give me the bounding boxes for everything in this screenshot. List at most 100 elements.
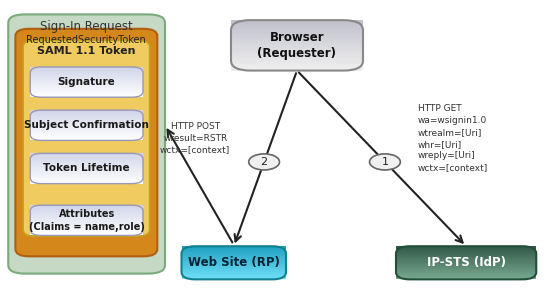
- Bar: [30, 117, 143, 118]
- Bar: [30, 110, 143, 111]
- Bar: [30, 180, 143, 182]
- Text: RequestedSecurityToken: RequestedSecurityToken: [26, 35, 146, 45]
- Bar: [30, 176, 143, 177]
- Bar: [231, 68, 363, 69]
- Bar: [231, 20, 363, 21]
- Bar: [30, 171, 143, 173]
- Bar: [30, 87, 143, 88]
- Bar: [182, 253, 286, 254]
- Bar: [30, 155, 143, 156]
- Bar: [30, 205, 143, 206]
- Text: IP-STS (IdP): IP-STS (IdP): [427, 256, 505, 269]
- Bar: [231, 65, 363, 67]
- Text: Signature: Signature: [58, 77, 116, 87]
- Bar: [30, 161, 143, 162]
- Bar: [30, 177, 143, 179]
- Bar: [396, 268, 536, 269]
- Bar: [182, 268, 286, 269]
- Bar: [30, 70, 143, 71]
- Bar: [30, 214, 143, 215]
- Bar: [30, 126, 143, 127]
- Bar: [182, 270, 286, 271]
- Bar: [396, 251, 536, 252]
- Bar: [30, 217, 143, 218]
- Bar: [30, 164, 143, 165]
- Bar: [30, 215, 143, 216]
- Bar: [182, 255, 286, 256]
- Bar: [231, 41, 363, 43]
- Bar: [231, 49, 363, 50]
- Bar: [30, 75, 143, 76]
- Bar: [182, 273, 286, 274]
- Bar: [231, 45, 363, 47]
- Bar: [30, 223, 143, 224]
- Bar: [231, 58, 363, 59]
- Text: SAML 1.1 Token: SAML 1.1 Token: [37, 46, 136, 56]
- Bar: [30, 211, 143, 212]
- Bar: [182, 263, 286, 264]
- Bar: [396, 278, 536, 279]
- Bar: [30, 212, 143, 213]
- Bar: [231, 56, 363, 58]
- Bar: [231, 69, 363, 71]
- Bar: [231, 67, 363, 68]
- Bar: [231, 24, 363, 25]
- Bar: [30, 233, 143, 234]
- Bar: [231, 53, 363, 54]
- Bar: [231, 54, 363, 55]
- Bar: [30, 131, 143, 132]
- Bar: [30, 160, 143, 161]
- Bar: [30, 170, 143, 172]
- Bar: [182, 268, 286, 270]
- Bar: [182, 272, 286, 273]
- Bar: [30, 156, 143, 157]
- Bar: [30, 137, 143, 139]
- Bar: [30, 157, 143, 158]
- Bar: [30, 207, 143, 208]
- Bar: [182, 250, 286, 251]
- Bar: [30, 85, 143, 86]
- Bar: [396, 265, 536, 266]
- Bar: [182, 274, 286, 275]
- Bar: [231, 29, 363, 30]
- Bar: [231, 59, 363, 60]
- Bar: [231, 61, 363, 63]
- Bar: [182, 249, 286, 250]
- Bar: [182, 272, 286, 274]
- Bar: [231, 21, 363, 23]
- Bar: [231, 60, 363, 62]
- Bar: [30, 79, 143, 80]
- Bar: [231, 36, 363, 38]
- Bar: [231, 39, 363, 40]
- Bar: [30, 74, 143, 75]
- Bar: [396, 261, 536, 262]
- Bar: [30, 174, 143, 176]
- Bar: [30, 121, 143, 122]
- Bar: [30, 226, 143, 228]
- Bar: [182, 278, 286, 279]
- Bar: [30, 68, 143, 69]
- Bar: [30, 218, 143, 219]
- Bar: [182, 276, 286, 278]
- Bar: [396, 247, 536, 248]
- Bar: [396, 262, 536, 263]
- Bar: [182, 261, 286, 262]
- Bar: [396, 250, 536, 251]
- Bar: [30, 182, 143, 184]
- Bar: [30, 95, 143, 96]
- Bar: [30, 216, 143, 217]
- Bar: [396, 266, 536, 267]
- Bar: [30, 159, 143, 160]
- Bar: [182, 276, 286, 277]
- Bar: [231, 50, 363, 52]
- Bar: [396, 263, 536, 264]
- Bar: [396, 269, 536, 270]
- Bar: [396, 273, 536, 274]
- Bar: [231, 25, 363, 26]
- Bar: [30, 213, 143, 214]
- Bar: [396, 272, 536, 274]
- Bar: [182, 264, 286, 265]
- Bar: [30, 162, 143, 164]
- Bar: [182, 251, 286, 252]
- Text: Sign-In Request: Sign-In Request: [40, 20, 133, 33]
